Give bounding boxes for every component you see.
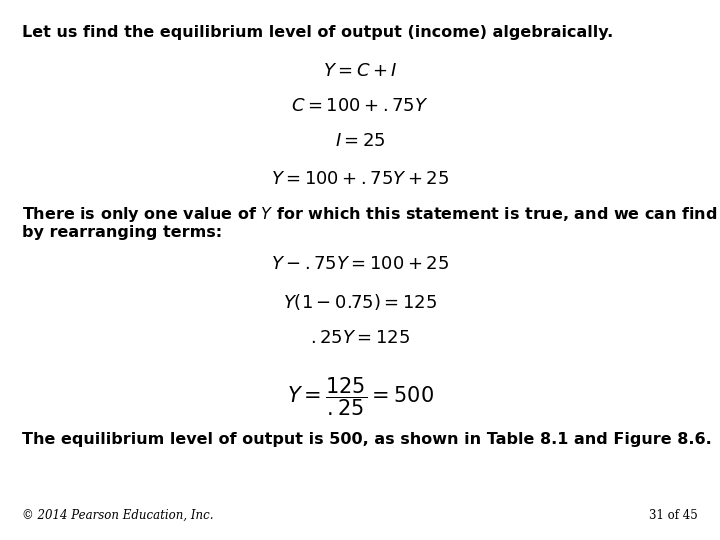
Text: © 2014 Pearson Education, Inc.: © 2014 Pearson Education, Inc. [22,509,214,522]
Text: $Y = C + I$: $Y = C + I$ [323,62,397,80]
Text: The equilibrium level of output is 500, as shown in Table 8.1 and Figure 8.6.: The equilibrium level of output is 500, … [22,432,712,447]
Text: $Y = \dfrac{125}{.25} = 500$: $Y = \dfrac{125}{.25} = 500$ [287,375,433,417]
Text: $I = 25$: $I = 25$ [335,132,385,150]
Text: Let us find the equilibrium level of output (income) algebraically.: Let us find the equilibrium level of out… [22,25,613,40]
Text: $Y - .75Y = 100 + 25$: $Y - .75Y = 100 + 25$ [271,255,449,273]
Text: There is only one value of $Y$ for which this statement is true, and we can find: There is only one value of $Y$ for which… [22,205,720,224]
Text: $C = 100 + .75Y$: $C = 100 + .75Y$ [292,97,428,115]
Text: by rearranging terms:: by rearranging terms: [22,225,222,240]
Text: $.25Y = 125$: $.25Y = 125$ [310,329,410,347]
Text: $Y(1 - 0.75) = 125$: $Y(1 - 0.75) = 125$ [283,292,437,312]
Text: 31 of 45: 31 of 45 [649,509,698,522]
Text: $Y = 100 + .75Y + 25$: $Y = 100 + .75Y + 25$ [271,170,449,188]
